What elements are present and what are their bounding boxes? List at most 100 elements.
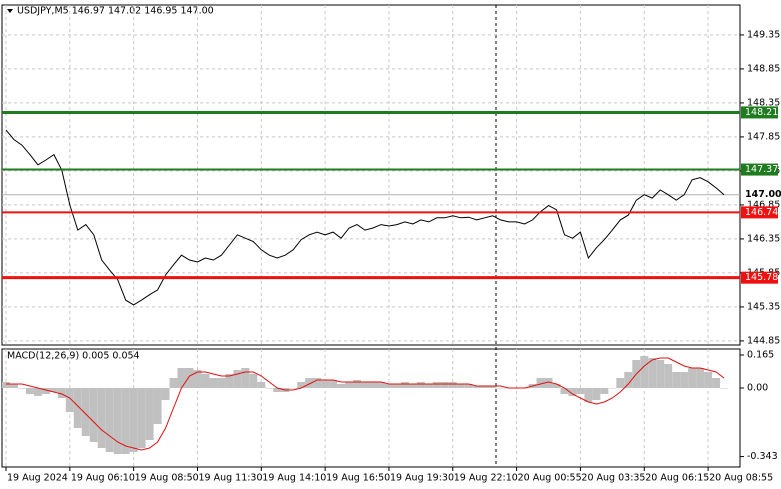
histogram-bar xyxy=(257,382,266,388)
y-tick-label: 0.00 xyxy=(747,383,768,394)
histogram-bar xyxy=(65,388,74,412)
histogram-bar xyxy=(113,388,122,454)
level-label: 148.21 xyxy=(745,107,778,118)
histogram-bar xyxy=(496,388,505,389)
histogram-bar xyxy=(345,382,354,388)
histogram-bar xyxy=(544,378,553,388)
histogram-bar xyxy=(584,388,593,402)
histogram-bar xyxy=(9,384,18,388)
histogram-bar xyxy=(177,368,186,388)
level-label: 145.78 xyxy=(745,272,778,283)
histogram-bar xyxy=(400,382,409,388)
histogram-bar xyxy=(720,388,729,389)
histogram-bar xyxy=(49,388,58,392)
histogram-bar xyxy=(17,388,26,389)
histogram-bar xyxy=(440,382,449,388)
histogram-bar xyxy=(153,388,162,424)
level-label-box xyxy=(741,206,778,219)
histogram-bar xyxy=(121,388,130,454)
histogram-bar xyxy=(384,384,393,388)
histogram-bar xyxy=(600,388,609,394)
y-tick-label: 146.35 xyxy=(747,233,780,244)
y-tick-label: 146.85 xyxy=(747,199,780,210)
histogram-bar xyxy=(1,382,10,388)
histogram-bar xyxy=(25,388,34,394)
histogram-bar xyxy=(480,386,489,388)
histogram-bar xyxy=(424,384,433,388)
histogram-bar xyxy=(560,388,569,394)
histogram-bar xyxy=(297,382,306,388)
level-label-box xyxy=(741,271,778,284)
histogram-bar xyxy=(672,372,681,388)
histogram-bar xyxy=(89,388,98,442)
x-tick-label: 19 Aug 16:50 xyxy=(326,473,390,484)
macd-panel xyxy=(1,348,741,468)
histogram-bar xyxy=(472,386,481,388)
histogram-bar xyxy=(185,368,194,388)
histogram-bar xyxy=(193,370,202,388)
histogram-bar xyxy=(129,388,138,452)
histogram-bar xyxy=(552,384,561,388)
histogram-bar xyxy=(313,378,322,388)
y-tick-label: 149.35 xyxy=(747,29,780,40)
x-tick-label: 19 Aug 14:10 xyxy=(262,473,326,484)
histogram-bar xyxy=(73,388,82,428)
y-tick-label: 147.85 xyxy=(747,131,780,142)
x-tick-label: 19 Aug 06:10 xyxy=(71,473,135,484)
y-tick-label: 145.35 xyxy=(747,301,780,312)
histogram-bar xyxy=(704,372,713,388)
histogram-bar xyxy=(608,388,617,389)
histogram-bar xyxy=(57,388,66,398)
level-label-box xyxy=(741,163,778,176)
histogram-bar xyxy=(329,380,338,388)
x-tick-label: 19 Aug 19:30 xyxy=(390,473,454,484)
histogram-bar xyxy=(361,382,370,388)
histogram-bar xyxy=(712,378,721,388)
histogram-bar xyxy=(241,368,250,388)
menu-icon[interactable] xyxy=(7,9,13,13)
histogram-bar xyxy=(369,382,377,388)
histogram-bar xyxy=(217,378,226,388)
x-tick-label: 19 Aug 22:10 xyxy=(454,473,518,484)
histogram-bar xyxy=(41,388,50,394)
price-panel xyxy=(1,4,741,346)
histogram-bar xyxy=(201,374,210,388)
histogram-bar xyxy=(624,372,633,388)
histogram-bar xyxy=(145,388,154,440)
y-tick-label: 144.85 xyxy=(747,335,780,346)
level-label: 146.74 xyxy=(745,207,778,218)
y-tick-label: 148.35 xyxy=(747,97,780,108)
x-tick-label: 20 Aug 03:35 xyxy=(581,473,645,484)
current-price-label: 147.00 xyxy=(745,189,781,200)
histogram-bar xyxy=(448,382,457,388)
histogram-bar xyxy=(656,360,665,388)
histogram-bar xyxy=(680,372,689,388)
histogram-bar xyxy=(688,368,697,388)
price-line xyxy=(5,129,725,306)
histogram-bar xyxy=(376,382,385,388)
x-tick-label: 20 Aug 06:15 xyxy=(645,473,709,484)
x-tick-label: 19 Aug 2024 xyxy=(7,473,68,484)
price-title: USDJPY,M5 146.97 147.02 146.95 147.00 xyxy=(17,6,214,17)
histogram-bar xyxy=(536,378,545,388)
histogram-bar xyxy=(105,388,114,452)
histogram-bar xyxy=(353,380,362,388)
histogram-bar xyxy=(161,388,170,400)
histogram-bar xyxy=(305,378,314,388)
histogram-bar xyxy=(97,388,106,448)
histogram-bar xyxy=(488,386,497,388)
histogram-bar xyxy=(576,388,585,394)
histogram-bar xyxy=(664,364,673,388)
histogram-bar xyxy=(33,388,42,396)
histogram-bar xyxy=(648,358,657,388)
histogram-bar xyxy=(408,384,417,388)
histogram-bar xyxy=(640,356,649,388)
histogram-bar xyxy=(568,388,577,396)
x-tick-label: 20 Aug 00:55 xyxy=(518,473,582,484)
histogram-bar xyxy=(209,378,218,388)
histogram-bar xyxy=(265,388,274,389)
histogram-bar xyxy=(225,374,234,388)
y-tick-label: 148.85 xyxy=(747,63,780,74)
histogram-bar xyxy=(81,388,90,436)
